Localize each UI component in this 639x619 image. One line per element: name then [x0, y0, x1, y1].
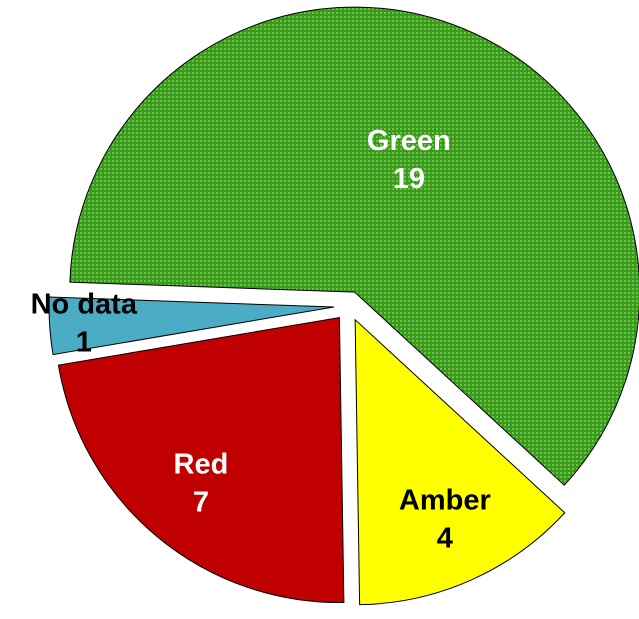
slice-value: 1	[76, 326, 92, 358]
slice-label: Green	[367, 125, 451, 157]
slice-label: No data	[31, 288, 138, 320]
pie-slice	[354, 318, 566, 606]
slice-label: Red	[174, 449, 229, 481]
pie-slice	[69, 6, 639, 486]
slice-value: 19	[393, 163, 425, 195]
pie-slice	[48, 296, 335, 356]
slice-value: 7	[193, 487, 209, 519]
slice-value: 4	[437, 523, 453, 555]
pie-slice	[57, 316, 345, 604]
slice-label: Amber	[399, 485, 491, 517]
